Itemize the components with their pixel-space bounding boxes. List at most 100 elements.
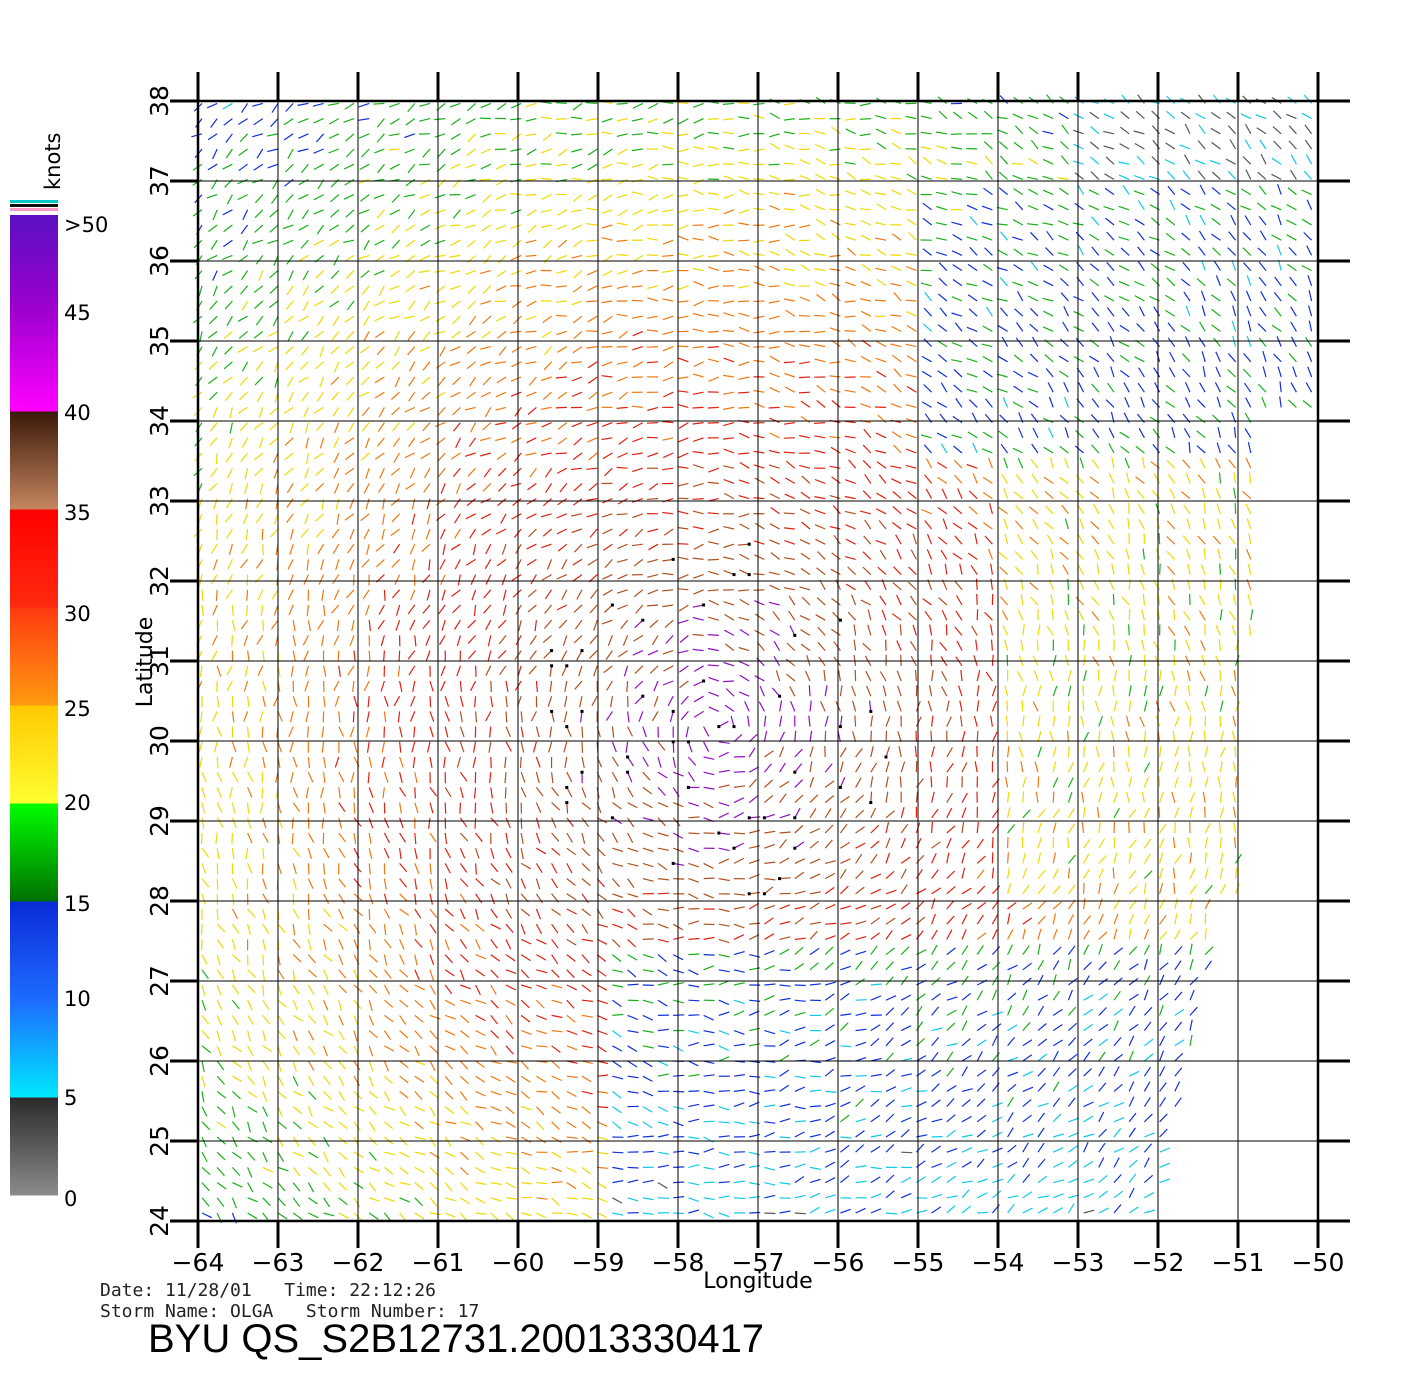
wind-vector bbox=[474, 817, 477, 829]
wind-vector bbox=[779, 984, 791, 987]
wind-vector bbox=[459, 711, 463, 723]
wind-vector bbox=[718, 1151, 730, 1156]
wind-vector bbox=[895, 534, 902, 545]
wind-vector bbox=[809, 1147, 821, 1153]
wind-vector bbox=[718, 1106, 730, 1111]
wind-vector bbox=[1077, 245, 1085, 256]
wind-vector bbox=[1159, 1147, 1171, 1153]
wind-vector bbox=[946, 915, 955, 925]
wind-vector bbox=[420, 452, 431, 460]
wind-vector bbox=[859, 510, 871, 515]
wind-vector bbox=[852, 700, 857, 712]
wind-vector bbox=[545, 483, 553, 493]
wind-vector bbox=[1048, 396, 1054, 408]
wind-vector bbox=[905, 343, 917, 348]
wind-vector bbox=[329, 163, 340, 171]
wind-vector bbox=[748, 902, 760, 910]
wind-vector bbox=[1007, 1083, 1017, 1092]
wind-vector bbox=[1128, 1096, 1135, 1107]
wind-vector bbox=[1052, 777, 1059, 788]
wind-vector bbox=[490, 1212, 500, 1222]
wind-vector bbox=[561, 665, 568, 676]
wind-vector bbox=[498, 635, 507, 645]
wind-vector bbox=[931, 944, 938, 955]
wind-vector bbox=[1186, 670, 1191, 682]
wind-vector bbox=[838, 670, 841, 682]
wind-vector bbox=[588, 650, 598, 659]
wind-vector bbox=[323, 1075, 331, 1086]
wind-vector bbox=[667, 695, 674, 707]
wind-vector bbox=[984, 155, 993, 165]
wind-vector bbox=[1050, 563, 1054, 575]
wind-vector bbox=[459, 680, 462, 693]
wind-vector bbox=[635, 604, 644, 614]
wind-vector bbox=[1244, 215, 1252, 226]
wind-vector bbox=[1014, 201, 1024, 211]
wind-vector bbox=[748, 934, 760, 940]
wind-vector bbox=[768, 464, 780, 469]
wind-vector bbox=[292, 1106, 303, 1115]
wind-vector bbox=[854, 715, 857, 727]
wind-vector bbox=[800, 416, 811, 424]
wind-vector bbox=[572, 285, 583, 293]
wind-vector bbox=[475, 848, 480, 859]
wind-vector bbox=[662, 209, 674, 213]
wind-vector bbox=[475, 969, 486, 977]
wind-vector bbox=[1106, 550, 1115, 560]
wind-vector bbox=[1143, 654, 1146, 666]
wind-vector bbox=[405, 224, 416, 232]
wind-vector bbox=[1126, 715, 1130, 727]
wind-vector bbox=[247, 787, 253, 798]
wind-vector bbox=[1189, 943, 1193, 955]
wind-vector bbox=[738, 176, 750, 180]
wind-vector bbox=[331, 604, 340, 614]
wind-vector bbox=[725, 688, 735, 697]
wind-vector bbox=[348, 422, 355, 433]
wind-vector bbox=[269, 422, 279, 431]
wind-vector bbox=[496, 178, 507, 186]
wind-vector bbox=[353, 832, 357, 844]
wind-vector bbox=[510, 148, 522, 152]
wind-vector bbox=[997, 388, 1008, 393]
wind-vector bbox=[1174, 716, 1180, 727]
wind-vector bbox=[1258, 185, 1267, 195]
wind-vector bbox=[1052, 852, 1056, 864]
wind-vector bbox=[323, 1197, 331, 1208]
wind-vector bbox=[247, 1090, 258, 1098]
wind-vector bbox=[414, 1060, 426, 1066]
wind-vector bbox=[688, 1151, 700, 1155]
wind-vector bbox=[269, 224, 279, 233]
wind-vector bbox=[587, 194, 598, 201]
wind-vector bbox=[799, 204, 811, 211]
wind-vector bbox=[321, 726, 325, 738]
wind-vector bbox=[505, 893, 510, 905]
wind-vector bbox=[870, 807, 877, 819]
wind-vector bbox=[900, 654, 902, 666]
wind-vector bbox=[839, 885, 849, 895]
wind-vector bbox=[349, 635, 355, 646]
wind-vector bbox=[1022, 945, 1030, 955]
wind-vector bbox=[414, 772, 418, 784]
wind-vector bbox=[1098, 1128, 1108, 1138]
wind-vector bbox=[829, 175, 841, 180]
wind-vector bbox=[951, 359, 963, 363]
wind-vector bbox=[1113, 1037, 1122, 1047]
wind-vector bbox=[855, 1165, 867, 1168]
wind-vector bbox=[495, 361, 507, 365]
wind-vector bbox=[703, 1212, 714, 1219]
wind-vector bbox=[824, 903, 836, 910]
wind-vector bbox=[992, 1147, 1003, 1153]
wind-vector bbox=[779, 700, 783, 712]
wind-vector bbox=[391, 361, 401, 371]
wind-vector bbox=[298, 376, 309, 383]
wind-vector bbox=[1027, 204, 1039, 211]
wind-vector bbox=[738, 391, 750, 394]
wind-vector bbox=[551, 863, 558, 874]
wind-vector bbox=[1228, 231, 1237, 241]
wind-vector bbox=[399, 954, 405, 965]
wind-vector bbox=[382, 498, 385, 510]
wind-vector bbox=[304, 422, 309, 434]
wind-vector bbox=[1183, 504, 1191, 515]
wind-vector bbox=[798, 148, 811, 151]
wind-vector bbox=[785, 233, 796, 241]
